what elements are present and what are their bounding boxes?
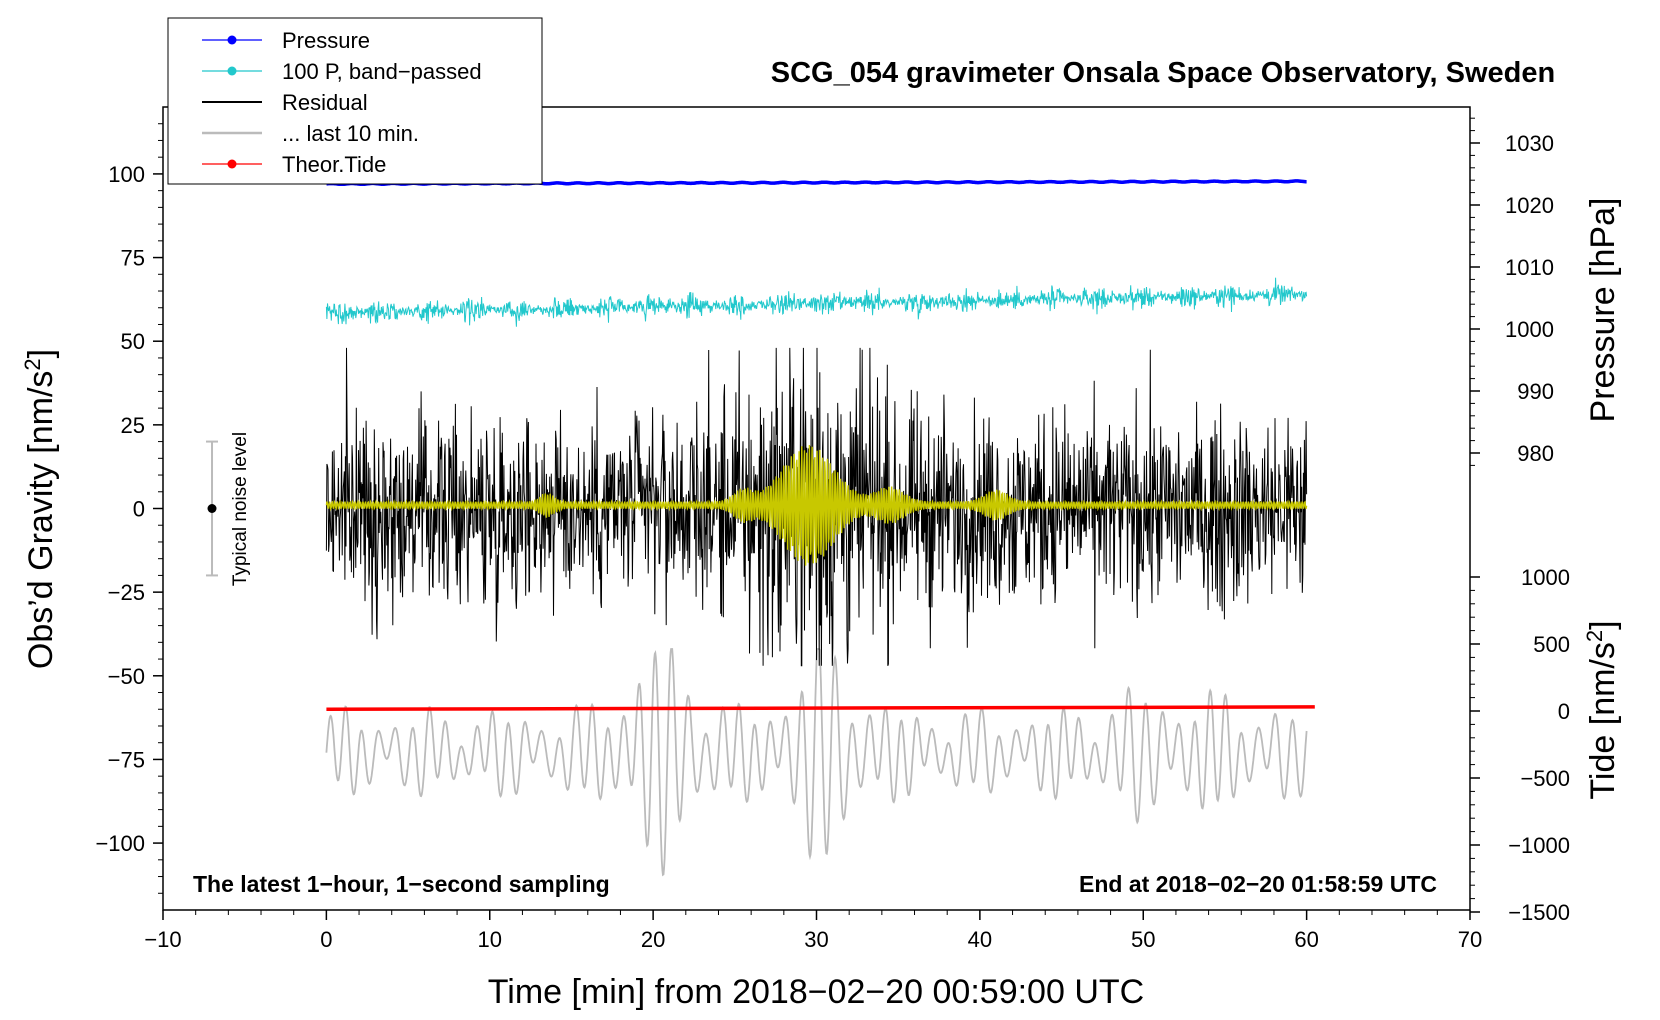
y-left-tick-label: 100 bbox=[108, 162, 145, 187]
x-tick-label: 0 bbox=[320, 927, 332, 952]
y-left-title-end: ] bbox=[22, 349, 60, 358]
legend-label-4: Theor.Tide bbox=[282, 152, 386, 177]
chart-title: SCG_054 gravimeter Onsala Space Observat… bbox=[771, 57, 1555, 89]
y-left-tick-label: 50 bbox=[121, 329, 145, 354]
y-tide-tick-label: −1500 bbox=[1508, 900, 1570, 925]
y-pressure-tick-label: 990 bbox=[1517, 379, 1554, 404]
tide-line bbox=[326, 705, 1315, 712]
y-tide-title-sup: 2 bbox=[1582, 630, 1607, 642]
y-pressure-tick-label: 1020 bbox=[1505, 193, 1554, 218]
noise-bar-center-dot bbox=[207, 504, 217, 513]
y-left-title-sup: 2 bbox=[20, 358, 45, 370]
series-residual bbox=[325, 347, 1308, 667]
legend: Pressure 100 P, band−passed Residual ... la… bbox=[167, 17, 543, 185]
sampling-annotation: The latest 1−hour, 1−second sampling bbox=[193, 871, 610, 897]
legend-marker-4 bbox=[227, 159, 237, 169]
y-axis-pressure-title: Pressure [hPa] bbox=[1584, 198, 1622, 423]
y-left-tick-label: 0 bbox=[133, 497, 145, 522]
y-left-tick-label: 75 bbox=[121, 246, 145, 271]
legend-label-3: ... last 10 min. bbox=[282, 121, 419, 146]
legend-marker-1 bbox=[227, 66, 237, 76]
x-tick-label: 20 bbox=[641, 927, 665, 952]
axes: −10 0 10 20 30 40 50 60 701007550250−25−50−75−10… bbox=[95, 117, 1570, 952]
residual-lowpassed-line bbox=[325, 444, 1308, 566]
legend-label-1: 100 P, band−passed bbox=[282, 59, 482, 84]
last-10-min-line bbox=[325, 648, 1308, 877]
x-tick-label: −10 bbox=[144, 927, 181, 952]
y-tide-title-end: ] bbox=[1584, 620, 1622, 629]
y-pressure-tick-label: 1010 bbox=[1505, 255, 1554, 280]
x-tick-label: 50 bbox=[1131, 927, 1155, 952]
y-tide-tick-label: −500 bbox=[1520, 766, 1570, 791]
y-tide-tick-label: 1000 bbox=[1521, 565, 1570, 590]
y-tide-title-text: Tide [nm/s bbox=[1584, 642, 1622, 799]
y-left-title-text: Obs’d Gravity [nm/s bbox=[22, 371, 60, 670]
x-tick-label: 60 bbox=[1294, 927, 1318, 952]
y-left-tick-label: −25 bbox=[108, 580, 145, 605]
x-tick-label: 40 bbox=[968, 927, 992, 952]
y-axis-tide-title: Tide [nm/s2] bbox=[1582, 620, 1622, 799]
series-residual-lowpassed bbox=[325, 444, 1308, 566]
end-time-annotation: End at 2018−02−20 01:58:59 UTC bbox=[1079, 871, 1437, 897]
y-left-tick-label: 25 bbox=[121, 413, 145, 438]
y-pressure-tick-label: 980 bbox=[1517, 441, 1554, 466]
y-tide-tick-label: 0 bbox=[1558, 699, 1570, 724]
y-tide-tick-label: −1000 bbox=[1508, 833, 1570, 858]
x-axis-title: Time [min] from 2018−02−20 00:59:00 UTC bbox=[488, 973, 1144, 1011]
y-tide-tick-label: 500 bbox=[1533, 632, 1570, 657]
y-left-tick-label: −100 bbox=[95, 831, 145, 856]
x-tick-label: 10 bbox=[478, 927, 502, 952]
y-pressure-tick-label: 1030 bbox=[1505, 131, 1554, 156]
y-left-tick-label: −75 bbox=[108, 747, 145, 772]
x-tick-label: 70 bbox=[1458, 927, 1482, 952]
legend-label-0: Pressure bbox=[282, 28, 370, 53]
noise-indicator bbox=[206, 440, 219, 577]
series-theoretical-tide bbox=[326, 705, 1315, 712]
y-axis-left-title: Obs’d Gravity [nm/s2] bbox=[20, 349, 60, 669]
x-tick-label: 30 bbox=[804, 927, 828, 952]
y-left-tick-label: −50 bbox=[108, 664, 145, 689]
series-bandpassed-pressure bbox=[325, 277, 1308, 327]
series-last-10-min bbox=[325, 648, 1308, 877]
y-pressure-tick-label: 1000 bbox=[1505, 317, 1554, 342]
residual-line bbox=[325, 347, 1308, 667]
legend-label-2: Residual bbox=[282, 90, 368, 115]
legend-marker-0 bbox=[227, 35, 237, 45]
noise-level-label: Typical noise level bbox=[230, 432, 251, 586]
bandpassed-line bbox=[325, 277, 1308, 327]
